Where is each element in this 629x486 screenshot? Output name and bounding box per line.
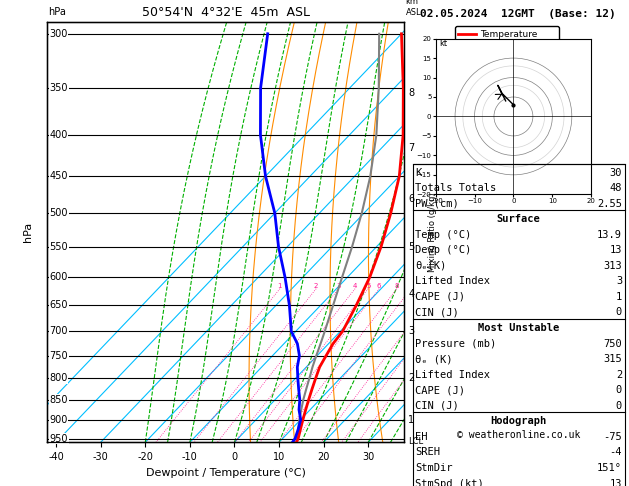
Text: 650: 650 [50,300,68,310]
Text: 4: 4 [408,289,415,299]
Text: K: K [415,168,421,177]
Text: 400: 400 [50,130,68,140]
Text: 750: 750 [603,339,622,348]
Text: Temp (°C): Temp (°C) [415,230,472,240]
Text: Hodograph: Hodograph [491,417,547,426]
Text: © weatheronline.co.uk: © weatheronline.co.uk [457,430,581,440]
Text: 750: 750 [50,350,68,361]
Text: SREH: SREH [415,448,440,457]
Text: 950: 950 [50,434,68,444]
Text: Lifted Index: Lifted Index [415,370,491,380]
Text: Lifted Index: Lifted Index [415,277,491,286]
Text: 900: 900 [50,415,68,425]
Text: θₑ (K): θₑ (K) [415,354,453,364]
Text: CIN (J): CIN (J) [415,401,459,411]
Text: 600: 600 [50,272,68,282]
Text: Pressure (mb): Pressure (mb) [415,339,496,348]
Title: 50°54'N  4°32'E  45m  ASL: 50°54'N 4°32'E 45m ASL [142,6,309,19]
Text: 4: 4 [353,283,357,289]
Text: 5: 5 [366,283,370,289]
Text: 7: 7 [408,143,415,153]
Text: 48: 48 [610,183,622,193]
Text: Surface: Surface [497,214,540,224]
Text: 3: 3 [408,326,415,336]
Text: km
ASL: km ASL [406,0,421,17]
Text: 850: 850 [50,395,68,404]
Text: LCL: LCL [408,437,423,446]
Text: 0: 0 [616,385,622,395]
Text: 3: 3 [337,283,341,289]
Text: hPa: hPa [23,222,33,242]
Text: 450: 450 [50,171,68,181]
Text: 1: 1 [277,283,282,289]
Text: 6: 6 [377,283,381,289]
Text: 13: 13 [610,479,622,486]
Text: -4: -4 [610,448,622,457]
Text: 2: 2 [616,370,622,380]
Text: 5: 5 [408,242,415,252]
Text: Most Unstable: Most Unstable [478,323,559,333]
Legend: Temperature, Dewpoint, Parcel Trajectory, Dry Adiabat, Wet Adiabat, Isotherm, Mi: Temperature, Dewpoint, Parcel Trajectory… [455,26,559,110]
Text: 315: 315 [603,354,622,364]
Text: kt: kt [440,39,448,49]
Text: 2: 2 [408,373,415,383]
Text: 2.55: 2.55 [597,199,622,208]
Text: Mixing Ratio (g/kg): Mixing Ratio (g/kg) [428,192,437,272]
Text: CAPE (J): CAPE (J) [415,292,465,302]
Text: 0: 0 [616,308,622,317]
Text: 350: 350 [50,83,68,93]
X-axis label: Dewpoint / Temperature (°C): Dewpoint / Temperature (°C) [145,468,306,478]
Text: 3: 3 [616,277,622,286]
Text: PW (cm): PW (cm) [415,199,459,208]
Text: hPa: hPa [48,7,66,17]
Text: 0: 0 [616,401,622,411]
Text: Dewp (°C): Dewp (°C) [415,245,472,255]
Text: 2: 2 [314,283,318,289]
Text: 550: 550 [50,242,68,252]
Text: 30: 30 [610,168,622,177]
Text: 02.05.2024  12GMT  (Base: 12): 02.05.2024 12GMT (Base: 12) [420,9,616,19]
Text: 13: 13 [610,245,622,255]
Text: EH: EH [415,432,428,442]
Text: 800: 800 [50,373,68,383]
Text: -75: -75 [603,432,622,442]
Text: 700: 700 [50,326,68,336]
Text: 313: 313 [603,261,622,271]
Text: CAPE (J): CAPE (J) [415,385,465,395]
Text: 8: 8 [408,88,415,98]
Text: 8: 8 [394,283,399,289]
Text: 1: 1 [616,292,622,302]
Text: StmDir: StmDir [415,463,453,473]
Text: Totals Totals: Totals Totals [415,183,496,193]
Text: 500: 500 [50,208,68,218]
Text: CIN (J): CIN (J) [415,308,459,317]
Text: θₑ(K): θₑ(K) [415,261,447,271]
Text: 13.9: 13.9 [597,230,622,240]
Text: 151°: 151° [597,463,622,473]
Text: 1: 1 [408,415,415,425]
Text: 300: 300 [50,29,68,39]
Text: 6: 6 [408,194,415,204]
Text: StmSpd (kt): StmSpd (kt) [415,479,484,486]
